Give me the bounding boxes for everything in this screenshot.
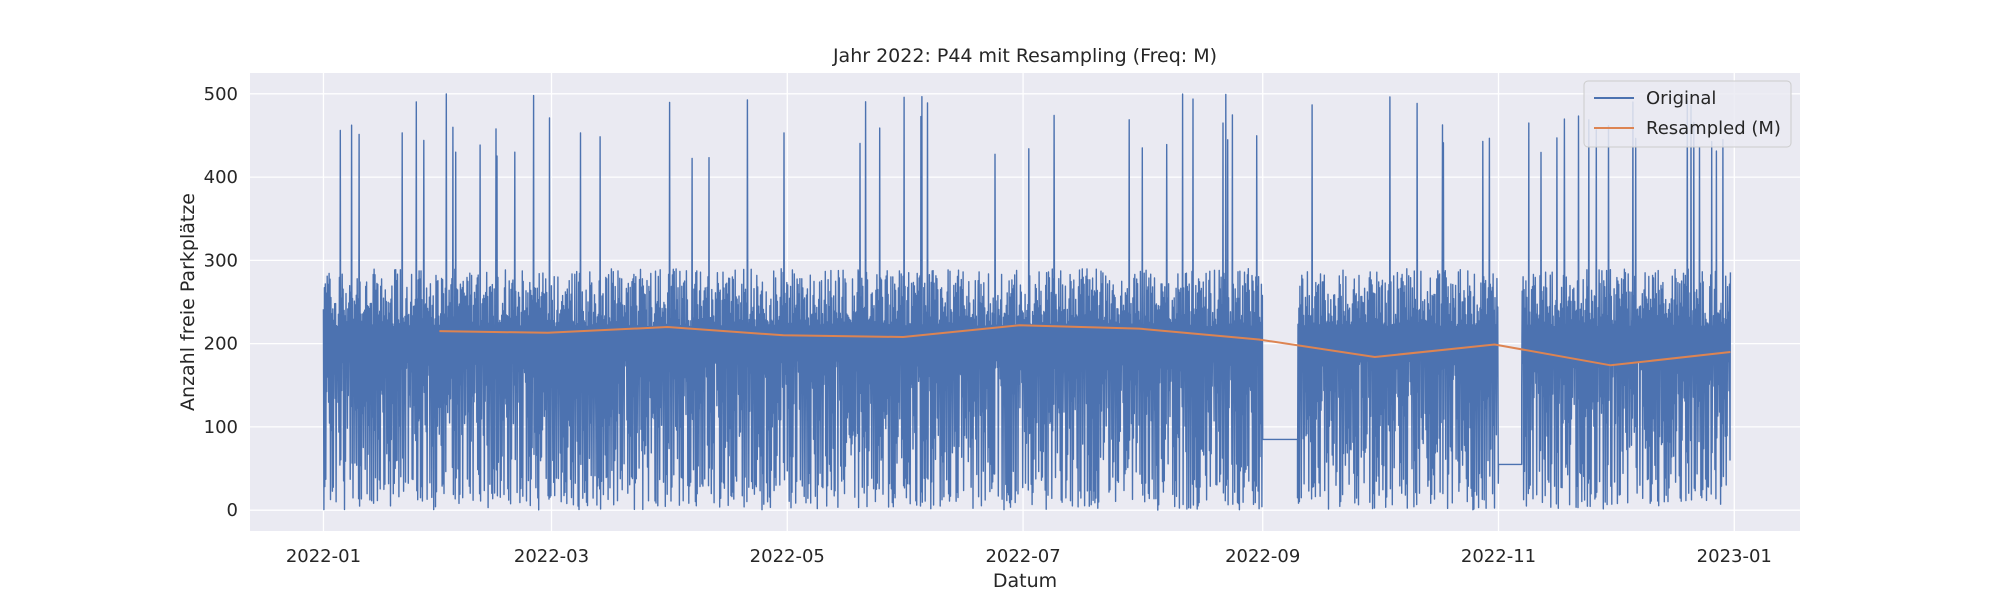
chart-title: Jahr 2022: P44 mit Resampling (Freq: M) [832,45,1217,67]
y-tick-labels: 0 100 200 300 400 500 [204,84,238,521]
resampled-series-line [439,324,1731,367]
x-tick-label: 2022-11 [1461,546,1536,567]
y-tick-label: 400 [204,167,238,188]
legend-original-label: Original [1646,88,1716,109]
x-tick-label: 2023-01 [1697,546,1772,567]
y-axis-label: Anzahl freie Parkplätze [177,193,199,411]
legend-resampled-label: Resampled (M) [1646,118,1781,139]
resampled-series-layer [439,324,1731,367]
y-tick-label: 300 [204,250,238,271]
x-tick-label: 2022-09 [1225,546,1300,567]
original-series-line [322,93,1732,511]
x-tick-labels: 2022-01 2022-03 2022-05 2022-07 2022-09 2022-… [286,546,1772,567]
y-tick-label: 0 [227,500,238,521]
original-series-layer [322,93,1732,511]
x-tick-label: 2022-03 [514,546,589,567]
legend: Original Resampled (M) [1583,80,1792,148]
y-tick-label: 200 [204,334,238,355]
y-tick-label: 500 [204,84,238,105]
y-tick-label: 100 [204,417,238,438]
x-tick-label: 2022-05 [750,546,825,567]
x-tick-label: 2022-07 [985,546,1060,567]
x-tick-label: 2022-01 [286,546,361,567]
x-axis-label: Datum [993,570,1057,592]
legend-box [1583,80,1792,148]
